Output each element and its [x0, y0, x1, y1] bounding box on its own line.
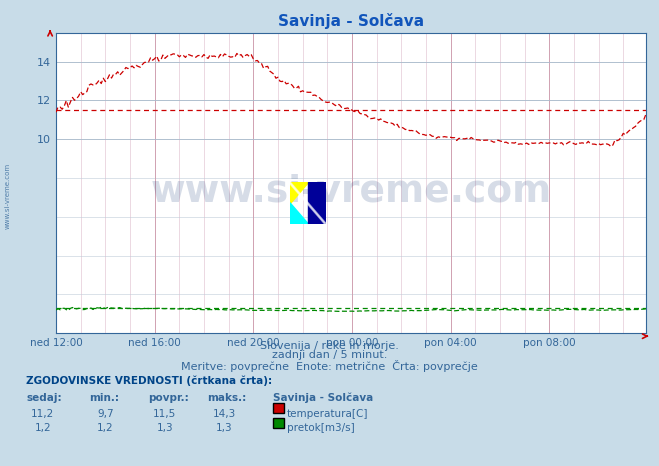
- Polygon shape: [290, 203, 308, 224]
- Polygon shape: [290, 182, 308, 203]
- Text: ZGODOVINSKE VREDNOSTI (črtkana črta):: ZGODOVINSKE VREDNOSTI (črtkana črta):: [26, 375, 272, 386]
- Text: povpr.:: povpr.:: [148, 393, 189, 403]
- Text: sedaj:: sedaj:: [26, 393, 62, 403]
- Polygon shape: [290, 182, 326, 224]
- Text: zadnji dan / 5 minut.: zadnji dan / 5 minut.: [272, 350, 387, 360]
- Text: www.si-vreme.com: www.si-vreme.com: [150, 174, 552, 210]
- Text: 1,3: 1,3: [215, 423, 233, 432]
- Text: 1,2: 1,2: [97, 423, 114, 432]
- Text: Slovenija / reke in morje.: Slovenija / reke in morje.: [260, 341, 399, 351]
- Text: 11,2: 11,2: [31, 409, 55, 418]
- Text: 9,7: 9,7: [97, 409, 114, 418]
- Text: min.:: min.:: [89, 393, 119, 403]
- Text: temperatura[C]: temperatura[C]: [287, 409, 368, 418]
- Text: Savinja - Solčava: Savinja - Solčava: [273, 393, 374, 404]
- Text: maks.:: maks.:: [208, 393, 247, 403]
- Text: 14,3: 14,3: [212, 409, 236, 418]
- Text: 11,5: 11,5: [153, 409, 177, 418]
- Polygon shape: [308, 182, 326, 224]
- Text: pretok[m3/s]: pretok[m3/s]: [287, 423, 355, 432]
- Text: 1,2: 1,2: [34, 423, 51, 432]
- Text: 1,3: 1,3: [156, 423, 173, 432]
- Title: Savinja - Solčava: Savinja - Solčava: [278, 13, 424, 29]
- Text: Meritve: povprečne  Enote: metrične  Črta: povprečje: Meritve: povprečne Enote: metrične Črta:…: [181, 360, 478, 372]
- Text: www.si-vreme.com: www.si-vreme.com: [5, 163, 11, 229]
